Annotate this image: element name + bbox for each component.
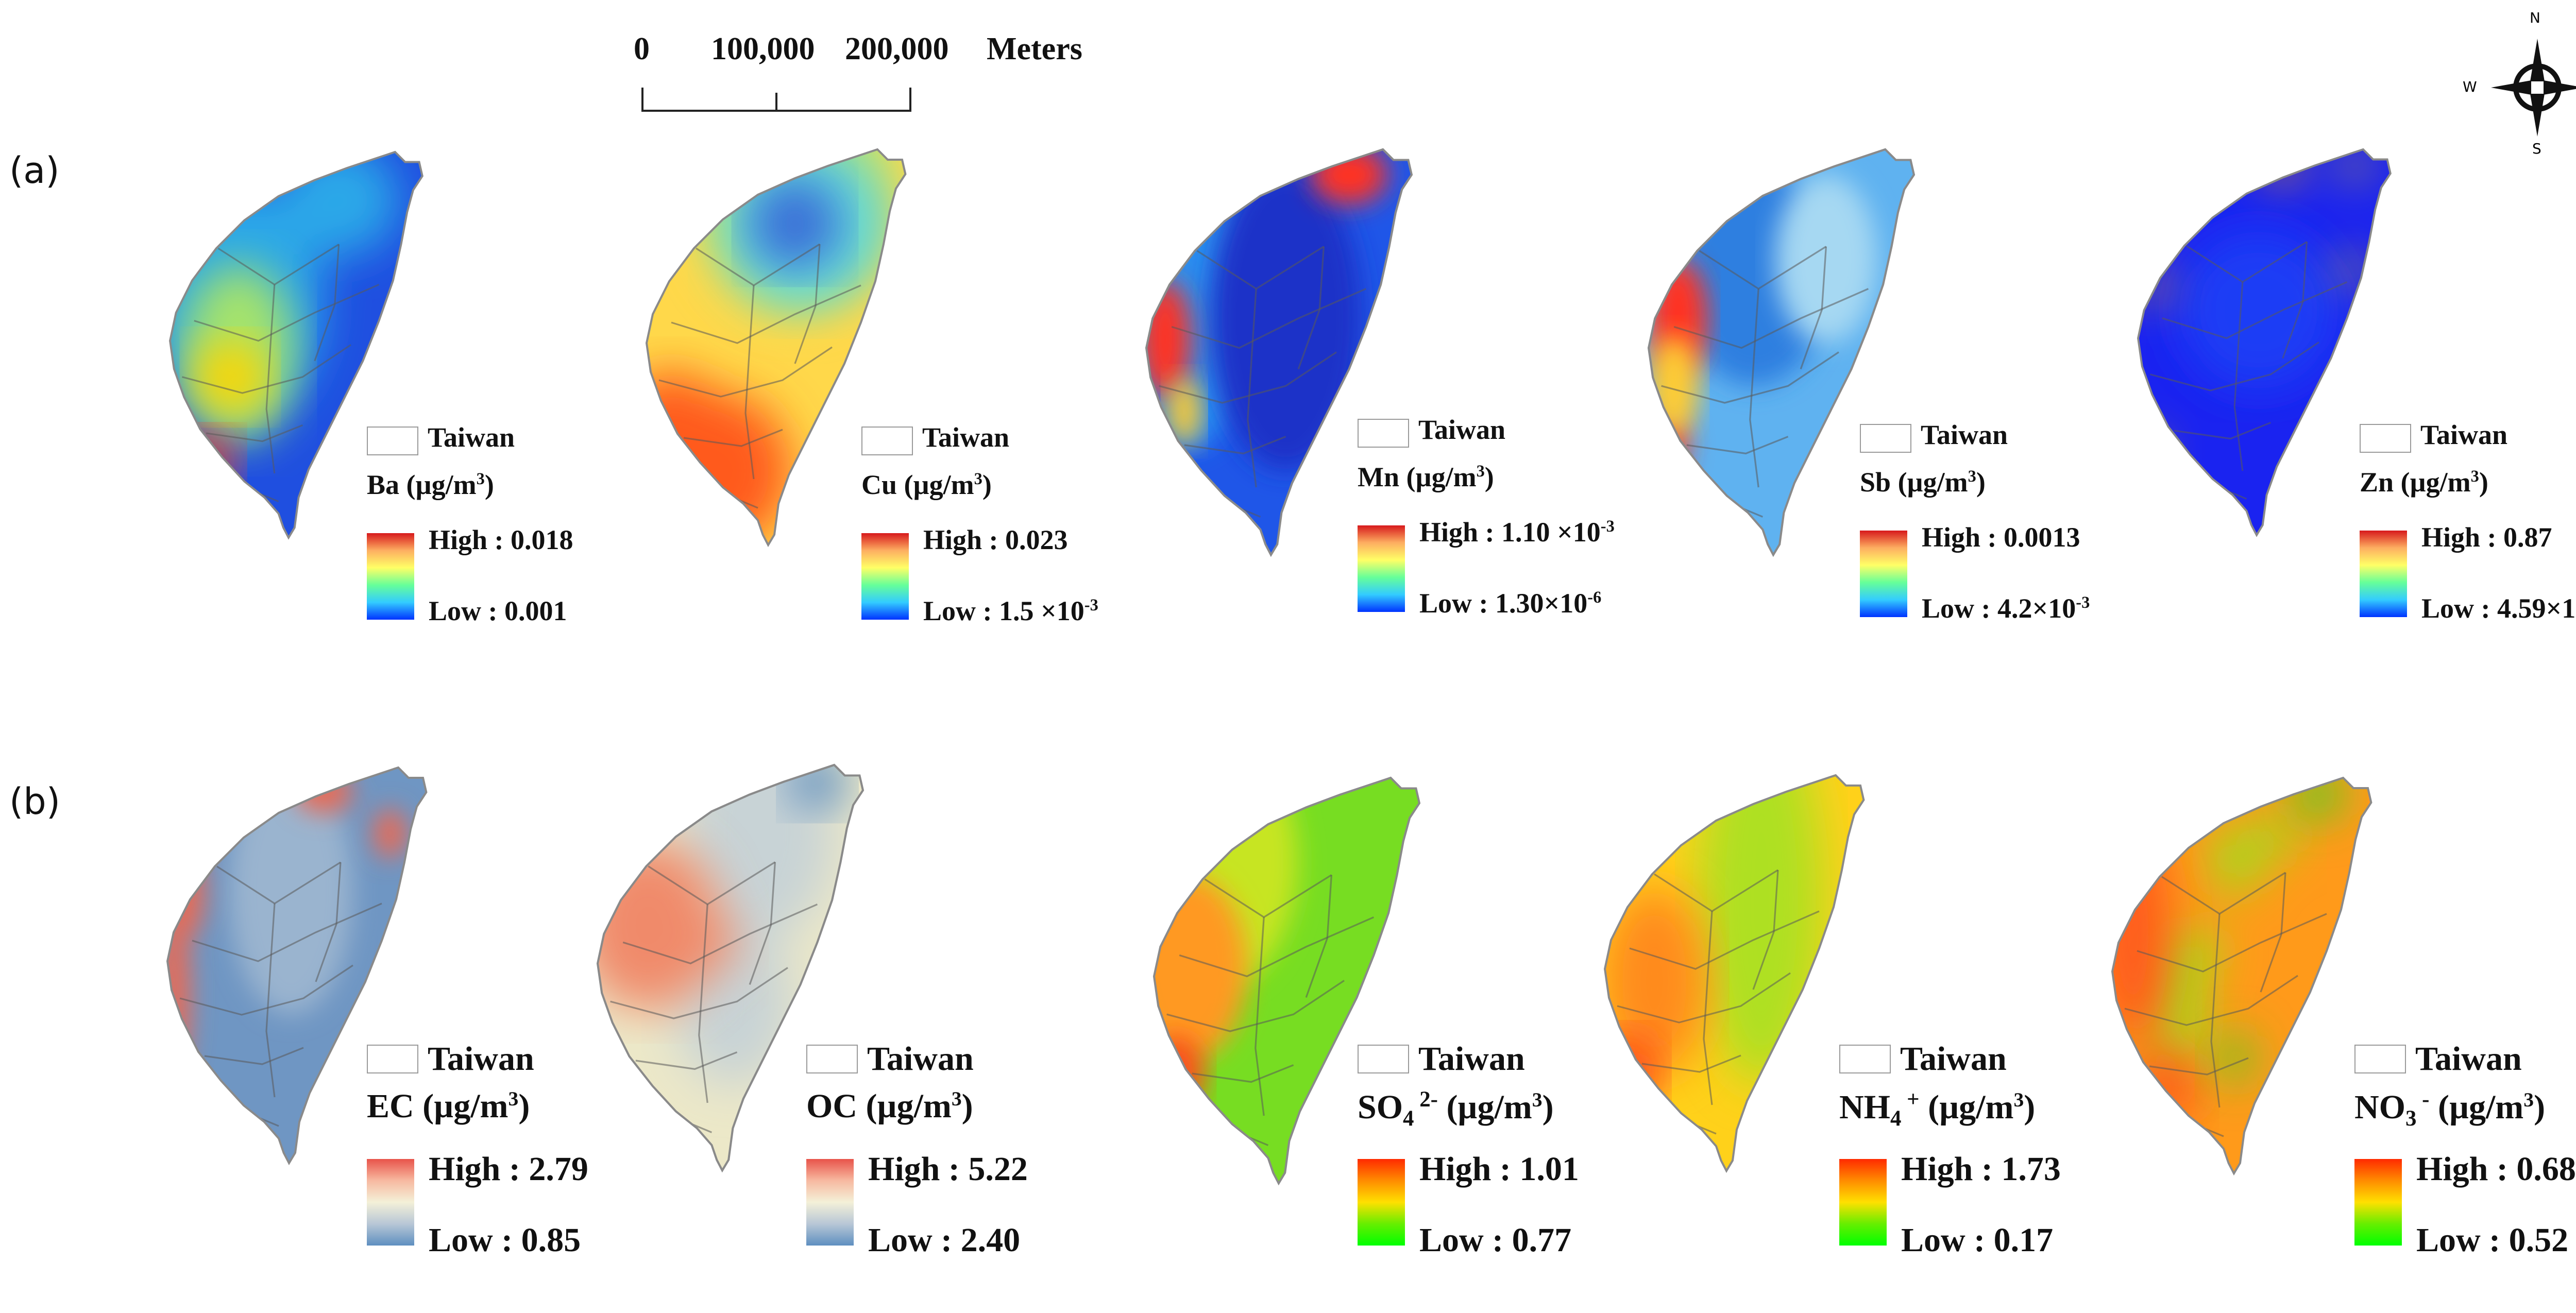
legend-taiwan-label-no3: Taiwan [2415,1040,2522,1078]
legend-ramps [367,525,2407,1246]
legend-taiwan-label-ba: Taiwan [428,422,515,453]
legend-high-no3: High : 0.68 [2416,1150,2576,1188]
legend-ramp-ec [367,1159,414,1246]
legend-low-cu: Low : 1.5 ×10-3 [923,595,1098,626]
legend-taiwan-swatch-mn [1358,419,1409,448]
legend-taiwan-label-so4: Taiwan [1418,1040,1525,1078]
legend-low-sb: Low : 4.2×10-3 [1922,593,2090,624]
legend-high-zn: High : 0.87 [2421,522,2552,553]
legend-taiwan-label-ec: Taiwan [428,1040,534,1078]
legend-title-no3: NO3 - (µg/m3) [2354,1087,2546,1131]
map-sb [1628,128,1965,593]
legend-taiwan-swatch-oc [806,1045,858,1073]
scale-tick-200000: 200,000 [845,31,949,66]
legend-ramp-so4 [1358,1159,1405,1246]
map-ba [169,151,423,539]
legend-high-sb: High : 0.0013 [1922,522,2080,553]
legend-high-ec: High : 2.79 [429,1150,588,1188]
legend-taiwan-label-zn: Taiwan [2420,419,2508,450]
scale-bar [641,88,911,112]
map-oc [577,723,914,1208]
scale-unit: Meters [987,31,1082,66]
legend-high-so4: High : 1.01 [1419,1150,1579,1188]
legend-taiwan-swatch-sb [1860,424,1911,453]
legend-ramp-ba [367,533,414,620]
legend-ramp-zn [2360,531,2407,617]
legend-title-mn: Mn (µg/m3) [1358,462,1494,492]
legend-taiwan-swatch-zn [2360,424,2411,453]
map-mn [1121,128,1463,593]
north-label-w: W [2463,78,2477,95]
legend-high-cu: High : 0.023 [923,524,1068,555]
legend-title-cu: Cu (µg/m3) [861,469,992,500]
legend-taiwan-label-nh4: Taiwan [1900,1040,2007,1078]
legend-taiwan-swatch-nh4 [1839,1045,1891,1073]
legend-taiwan-swatch-no3 [2354,1045,2406,1073]
legend-taiwan-swatch-ba [367,427,418,455]
scale-tick-0: 0 [634,31,650,66]
legend-taiwan-swatch-cu [861,427,913,455]
legend-title-zn: Zn (µg/m3) [2360,467,2488,498]
legend-title-so4: SO4 2- (µg/m3) [1358,1087,1554,1131]
legend-high-mn: High : 1.10 ×10-3 [1419,517,1615,548]
north-label-s: S [2532,140,2541,157]
legend-title-ba: Ba (µg/m3) [367,469,494,500]
map-cu [614,67,956,582]
north-arrow-icon [2491,39,2576,137]
legend-low-so4: Low : 0.77 [1419,1221,1572,1259]
panel-label-b: (b) [9,780,61,823]
legend-low-nh4: Low : 0.17 [1901,1221,2054,1259]
legend-taiwan-label-cu: Taiwan [922,422,1010,453]
legend-low-ec: Low : 0.85 [429,1221,581,1259]
legend-title-oc: OC (µg/m3) [806,1087,973,1125]
legend-low-mn: Low : 1.30×10-6 [1419,588,1602,619]
map-so4 [1129,736,1471,1221]
legend-low-oc: Low : 2.40 [868,1221,1021,1259]
legend-ramp-no3 [2354,1159,2402,1246]
legend-ramp-mn [1358,525,1405,612]
map-zn [2137,148,2392,536]
legend-taiwan-label-mn: Taiwan [1418,414,1506,445]
north-label-n: N [2530,9,2540,26]
map-no3 [2092,757,2421,1210]
legend-title-ec: EC (µg/m3) [367,1087,530,1125]
legend-taiwan-swatch-so4 [1358,1045,1409,1073]
legend-ramp-oc [806,1159,854,1246]
legend-high-oc: High : 5.22 [868,1150,1028,1188]
panel-label-a: (a) [9,149,60,192]
map-ec [147,747,477,1200]
legend-low-no3: Low : 0.52 [2416,1221,2569,1259]
scale-tick-100000: 100,000 [711,31,815,66]
legend-ramp-nh4 [1839,1159,1887,1246]
legend-taiwan-swatch-ec [367,1045,418,1073]
map-nh4 [1584,713,1914,1208]
legend-high-ba: High : 0.018 [429,524,573,555]
legend-taiwan-label-sb: Taiwan [1921,419,2008,450]
legend-high-nh4: High : 1.73 [1901,1150,2061,1188]
legend-ramp-sb [1860,531,1907,617]
legend-title-nh4: NH4 + (µg/m3) [1839,1087,2036,1131]
legend-taiwan-label-oc: Taiwan [867,1040,974,1078]
legend-low-ba: Low : 0.001 [429,595,567,626]
legend-ramp-cu [861,533,909,620]
legend-low-zn: Low : 4.59×10-7 [2421,593,2576,624]
legend-title-sb: Sb (µg/m3) [1860,467,1986,498]
